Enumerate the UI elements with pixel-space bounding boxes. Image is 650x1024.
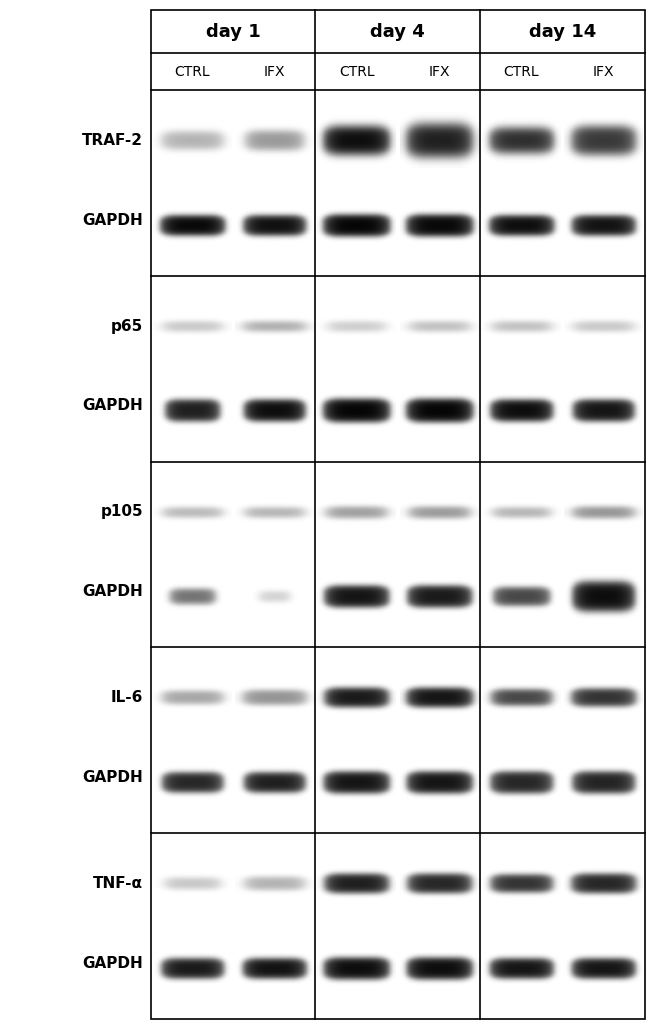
- Text: GAPDH: GAPDH: [83, 955, 143, 971]
- Text: TNF-α: TNF-α: [93, 876, 143, 891]
- Text: IL-6: IL-6: [111, 690, 143, 706]
- Text: CTRL: CTRL: [174, 65, 210, 79]
- Text: CTRL: CTRL: [339, 65, 374, 79]
- Text: p105: p105: [100, 504, 143, 519]
- Text: GAPDH: GAPDH: [83, 584, 143, 599]
- Text: CTRL: CTRL: [504, 65, 539, 79]
- Text: IFX: IFX: [593, 65, 614, 79]
- Bar: [151, 10, 645, 1019]
- Text: GAPDH: GAPDH: [83, 398, 143, 414]
- Text: day 1: day 1: [206, 23, 261, 41]
- Text: day 14: day 14: [529, 23, 596, 41]
- Text: GAPDH: GAPDH: [83, 213, 143, 227]
- Text: TRAF-2: TRAF-2: [82, 133, 143, 147]
- Text: IFX: IFX: [263, 65, 285, 79]
- Text: p65: p65: [111, 318, 143, 334]
- Text: IFX: IFX: [428, 65, 450, 79]
- Text: day 4: day 4: [370, 23, 425, 41]
- Text: GAPDH: GAPDH: [83, 770, 143, 785]
